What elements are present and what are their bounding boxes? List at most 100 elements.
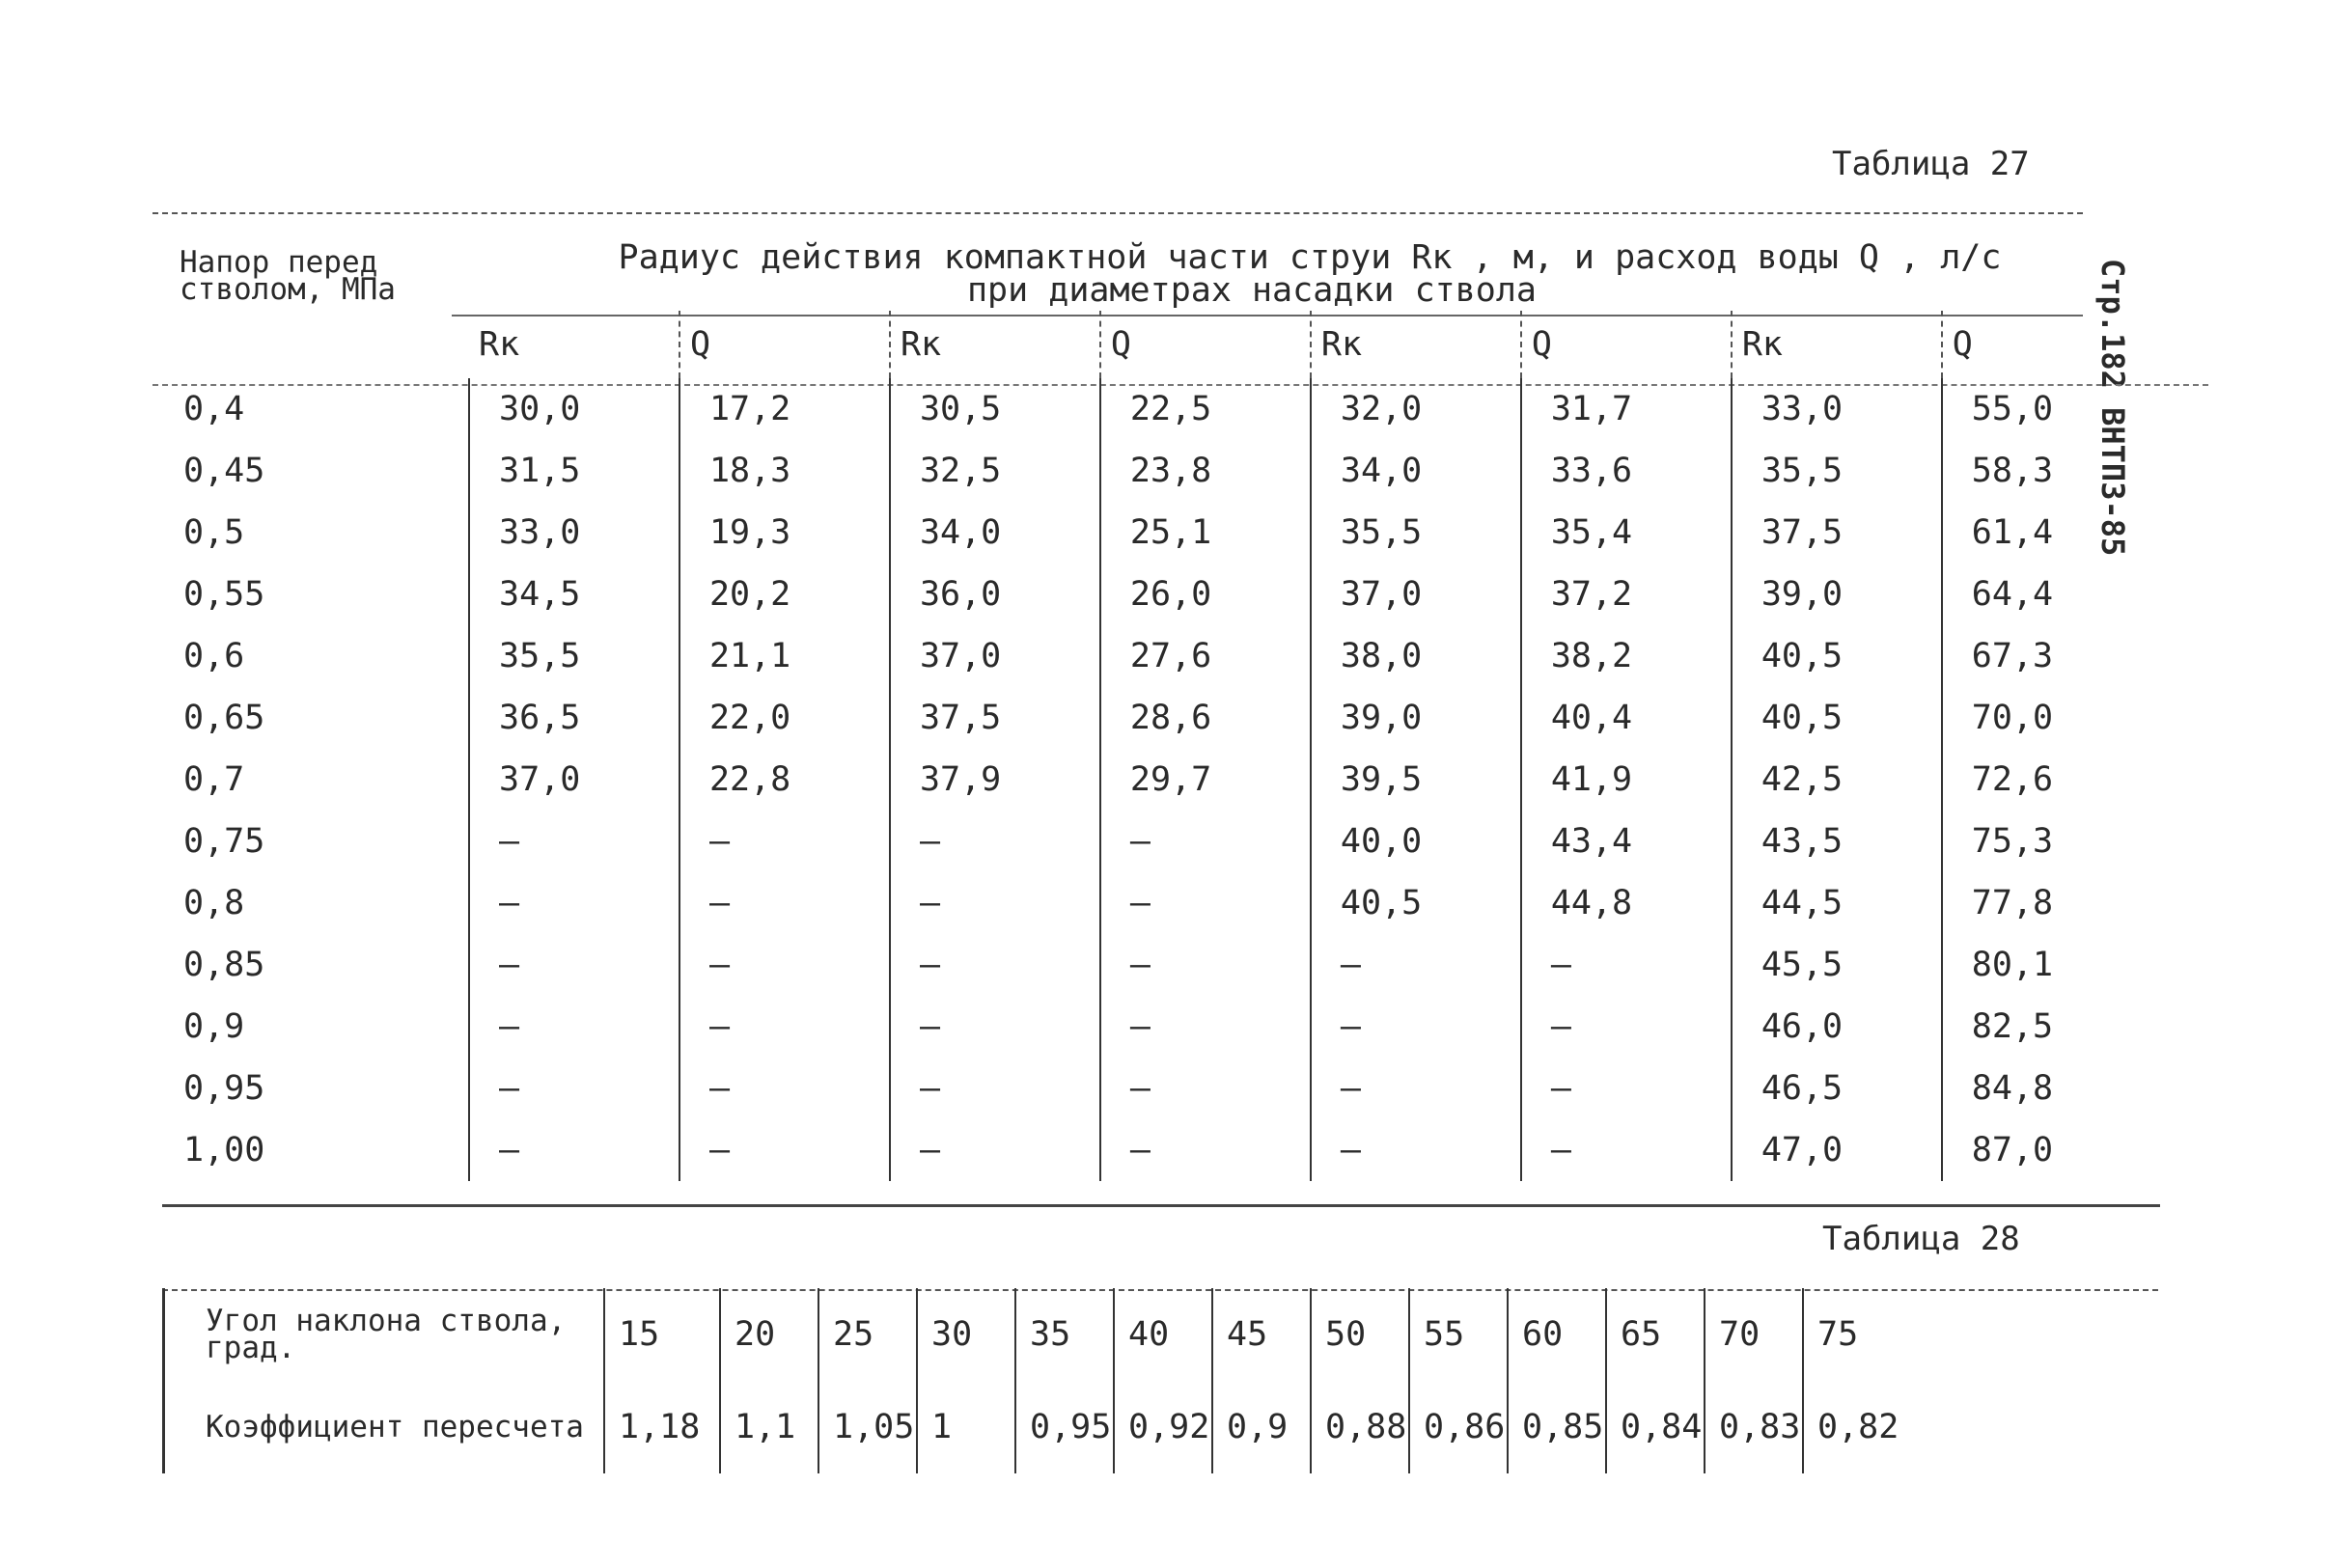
table-row: 0,75– – – –40,0 43,4 43,5 75,3 [152, 811, 2150, 872]
value-cell: 61,4 [1940, 502, 2150, 564]
table27-title: Таблица 27 [1832, 145, 2030, 183]
angle-cell: 65 [1605, 1288, 1705, 1381]
value-cell: – [468, 811, 679, 872]
value-cell: 40,5 [1730, 625, 1942, 687]
pressure-cell: 0,7 [183, 760, 245, 799]
value-cell: 37,5 [888, 687, 1100, 749]
value-cell: 77,8 [1940, 872, 2150, 934]
angle-cell: 25 [818, 1288, 917, 1381]
coef-cell: 0,88 [1310, 1381, 1409, 1473]
pressure-cell: 0,75 [183, 822, 265, 861]
value-cell: 22,8 [678, 749, 890, 811]
value-cell: – [888, 934, 1100, 996]
value-cell: 44,8 [1519, 872, 1732, 934]
value-cell: 32,0 [1309, 378, 1521, 440]
value-cell: 37,9 [888, 749, 1100, 811]
value-cell: – [888, 872, 1100, 934]
value-cell: – [468, 934, 679, 996]
value-cell: – [888, 1058, 1100, 1119]
value-cell: – [678, 1119, 890, 1181]
coef-cell: 1 [916, 1381, 1015, 1473]
value-cell: – [468, 996, 679, 1058]
value-cell: 26,0 [1098, 564, 1311, 625]
value-cell: – [1098, 872, 1311, 934]
coef-cell: 0,85 [1507, 1381, 1606, 1473]
angle-cell: 75 [1802, 1288, 1900, 1381]
value-cell: 37,0 [468, 749, 679, 811]
subheader-rk-6: Rк [1730, 311, 1942, 378]
angle-cell: 55 [1408, 1288, 1508, 1381]
value-cell: – [678, 1058, 890, 1119]
value-cell: 40,5 [1730, 687, 1942, 749]
angle-cell: 15 [603, 1288, 720, 1381]
coef-cell: 0,82 [1802, 1381, 1900, 1473]
value-cell: 21,1 [678, 625, 890, 687]
value-cell: – [1519, 1119, 1732, 1181]
value-cell: 87,0 [1940, 1119, 2150, 1181]
value-cell: 33,0 [468, 502, 679, 564]
pressure-cell: 0,8 [183, 884, 245, 922]
angle-cell: 50 [1310, 1288, 1409, 1381]
coef-cell: 0,92 [1113, 1381, 1212, 1473]
subheader-row: Rк Q Rк Q Rк Q Rк Q [152, 311, 2150, 378]
table-row: 0,8– – – –40,5 44,8 44,5 77,8 [152, 872, 2150, 934]
value-cell: 43,4 [1519, 811, 1732, 872]
value-cell: 39,5 [1309, 749, 1521, 811]
value-cell: 46,5 [1730, 1058, 1942, 1119]
value-cell: – [1309, 996, 1521, 1058]
angle-label: Угол наклона ствола, град. [162, 1288, 604, 1381]
subheader-q-5: Q [1519, 311, 1732, 378]
table-row: 0,9– – – – – –46,0 82,5 [152, 996, 2150, 1058]
value-cell: 29,7 [1098, 749, 1311, 811]
table-row: 0,7 37,0 22,8 37,9 29,7 39,5 41,9 42,5 72,6 [152, 749, 2150, 811]
value-cell: 44,5 [1730, 872, 1942, 934]
pressure-cell: 1,00 [183, 1131, 265, 1169]
table-row: 0,55 34,5 20,2 36,0 26,0 37,0 37,2 39,0 64,4 [152, 564, 2150, 625]
angle-cell: 40 [1113, 1288, 1212, 1381]
col-header-pressure: Напор перед стволом, МПа [180, 245, 396, 307]
coef-cell: 1,05 [818, 1381, 917, 1473]
subheader-q-7: Q [1940, 311, 2150, 378]
value-cell: 41,9 [1519, 749, 1732, 811]
pressure-cell: 0,55 [183, 575, 265, 614]
angle-cell: 35 [1014, 1288, 1114, 1381]
value-cell: 27,6 [1098, 625, 1311, 687]
value-cell: 84,8 [1940, 1058, 2150, 1119]
value-cell: – [1098, 934, 1311, 996]
value-cell: 37,5 [1730, 502, 1942, 564]
coef-cell: 0,86 [1408, 1381, 1508, 1473]
pressure-cell: 0,45 [183, 452, 265, 490]
value-cell: 70,0 [1940, 687, 2150, 749]
value-cell: 38,0 [1309, 625, 1521, 687]
pressure-cell: 0,5 [183, 513, 245, 552]
value-cell: 40,4 [1519, 687, 1732, 749]
subheader-rk-2: Rк [888, 311, 1100, 378]
value-cell: – [888, 811, 1100, 872]
value-cell: 25,1 [1098, 502, 1311, 564]
value-cell: 28,6 [1098, 687, 1311, 749]
coef-cell: 0,95 [1014, 1381, 1114, 1473]
value-cell: – [678, 872, 890, 934]
value-cell: 46,0 [1730, 996, 1942, 1058]
table-row: 0,5 33,0 19,3 34,0 25,1 35,5 35,4 37,5 61,4 [152, 502, 2150, 564]
coef-cell: 0,83 [1704, 1381, 1803, 1473]
value-cell: 33,0 [1730, 378, 1942, 440]
table27-bottom-rule [162, 1204, 2160, 1207]
value-cell: 75,3 [1940, 811, 2150, 872]
table28: Угол наклона ствола, град. 15 20 25 30 35 40 4… [162, 1288, 1900, 1473]
value-cell: 47,0 [1730, 1119, 1942, 1181]
value-cell: 37,0 [1309, 564, 1521, 625]
subheader-q-1: Q [678, 311, 890, 378]
value-cell: 80,1 [1940, 934, 2150, 996]
table28-title: Таблица 28 [1822, 1220, 2020, 1258]
value-cell: 39,0 [1309, 687, 1521, 749]
value-cell: 19,3 [678, 502, 890, 564]
angle-cell: 60 [1507, 1288, 1606, 1381]
value-cell: 23,8 [1098, 440, 1311, 502]
table27-body: 0,4 30,0 17,2 30,5 22,5 32,0 31,7 33,0 55,0 0,45 3… [152, 378, 2150, 1181]
value-cell: 67,3 [1940, 625, 2150, 687]
angle-cell: 30 [916, 1288, 1015, 1381]
value-cell: – [1309, 1058, 1521, 1119]
table28-angle-row: Угол наклона ствола, град. 15 20 25 30 35 40 4… [162, 1288, 1900, 1381]
angle-cell: 20 [719, 1288, 818, 1381]
